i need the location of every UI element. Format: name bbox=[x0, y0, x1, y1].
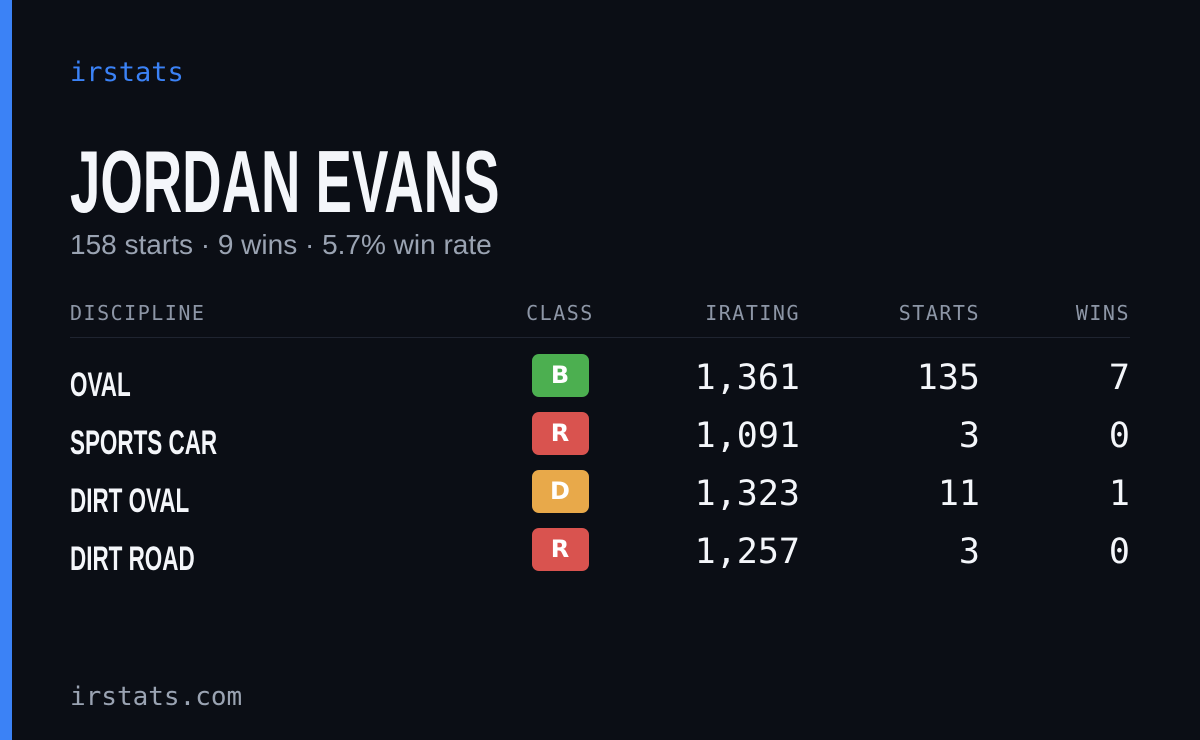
class-badge: R bbox=[531, 528, 589, 571]
wins-cell: 7 bbox=[1108, 358, 1130, 398]
column-header: IRATING bbox=[705, 301, 800, 325]
discipline-cell: SPORTS CAR bbox=[70, 423, 293, 463]
class-badge: D bbox=[531, 470, 589, 513]
discipline-text: OVAL bbox=[70, 366, 131, 404]
discipline-cell: DIRT ROAD bbox=[70, 539, 259, 579]
column-header: DISCIPLINE bbox=[70, 301, 206, 325]
irating-cell: 1,323 bbox=[694, 474, 800, 514]
wins-cell: 1 bbox=[1108, 474, 1130, 514]
title-text: JORDAN EVANS bbox=[70, 132, 500, 231]
title: JORDAN EVANS bbox=[70, 132, 763, 232]
starts-cell: 135 bbox=[916, 358, 980, 398]
brand: irstats bbox=[70, 57, 184, 88]
class-badge: B bbox=[531, 354, 589, 397]
starts-cell: 3 bbox=[958, 416, 980, 456]
column-header: STARTS bbox=[898, 301, 980, 325]
discipline-cell: OVAL bbox=[70, 365, 162, 405]
starts-cell: 3 bbox=[958, 532, 980, 572]
accent-bar bbox=[0, 0, 12, 740]
class-badge: R bbox=[531, 412, 589, 455]
discipline-text: DIRT ROAD bbox=[70, 540, 195, 578]
subtitle: 158 starts · 9 wins · 5.7% win rate bbox=[70, 229, 492, 260]
discipline-cell: DIRT OVAL bbox=[70, 481, 251, 521]
discipline-text: DIRT OVAL bbox=[70, 482, 190, 520]
footer: irstats.com bbox=[70, 682, 243, 712]
irating-cell: 1,361 bbox=[694, 358, 800, 398]
column-header: CLASS bbox=[526, 301, 594, 325]
wins-cell: 0 bbox=[1108, 532, 1130, 572]
column-header: WINS bbox=[1075, 301, 1130, 325]
irating-cell: 1,091 bbox=[694, 416, 800, 456]
irating-cell: 1,257 bbox=[694, 532, 800, 572]
discipline-text: SPORTS CAR bbox=[70, 424, 218, 462]
starts-cell: 11 bbox=[937, 474, 980, 514]
wins-cell: 0 bbox=[1108, 416, 1130, 456]
header-rule bbox=[70, 337, 1130, 338]
